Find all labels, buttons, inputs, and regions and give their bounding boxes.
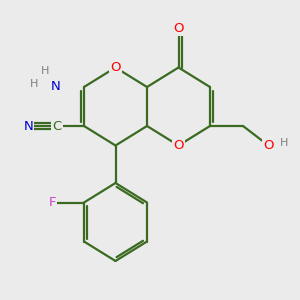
Text: N: N [51,80,60,94]
Text: H: H [30,79,38,89]
Text: H: H [280,138,288,148]
Text: O: O [173,22,184,35]
Text: N: N [24,119,33,133]
Text: O: O [263,139,274,152]
Text: C: C [52,119,62,133]
Text: O: O [110,61,121,74]
Text: O: O [173,139,184,152]
Text: H: H [41,66,49,76]
Text: F: F [49,196,56,209]
